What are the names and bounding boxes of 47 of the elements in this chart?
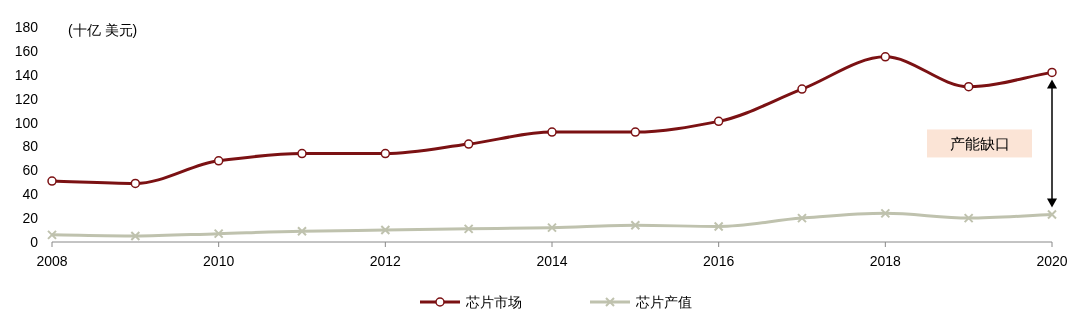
x-tick-label: 2010 [203,253,235,269]
y-tick-label: 140 [14,66,39,83]
point [463,139,474,149]
x-tick-label: 2008 [36,253,68,269]
x-tick-label: 2014 [536,253,568,269]
x-tick-label: 2016 [703,253,735,269]
y-tick-label: 20 [22,210,39,227]
point [130,178,141,189]
point [380,225,391,236]
point [380,148,391,159]
y-tick-label: 120 [14,90,39,107]
x-tick-label: 2012 [369,253,402,269]
y-tick-label: 160 [14,42,39,59]
point [1047,209,1057,220]
point [463,223,474,234]
point [47,176,57,186]
point [963,81,974,92]
point [713,116,724,127]
point [630,127,641,137]
point [880,52,891,62]
y-tick-label: 40 [22,186,39,203]
point [130,231,141,242]
x-tick-label: 2018 [869,253,902,269]
annotation: 产能缺口 [950,135,1010,153]
point [880,208,891,219]
point [797,84,807,94]
point [547,222,557,233]
point [1047,67,1057,78]
y-tick-label: 60 [22,162,39,179]
point [213,156,224,166]
point [963,213,974,224]
point [213,228,224,239]
y-tick-label: 80 [22,138,39,155]
y-tick-label: 0 [30,234,39,250]
point [630,220,641,231]
legend-label: 芯片产值 [635,294,692,310]
point [547,127,557,137]
point [797,213,807,224]
point [713,221,724,232]
legend-label: 芯片市场 [465,294,522,310]
y-tick-label: 100 [14,114,39,131]
point [297,226,307,237]
y-axis-title: (十亿 美元) [68,22,138,38]
point [297,148,307,159]
point [47,229,57,240]
x-tick-label: 2020 [1036,253,1068,269]
y-tick-label: 180 [14,19,39,35]
